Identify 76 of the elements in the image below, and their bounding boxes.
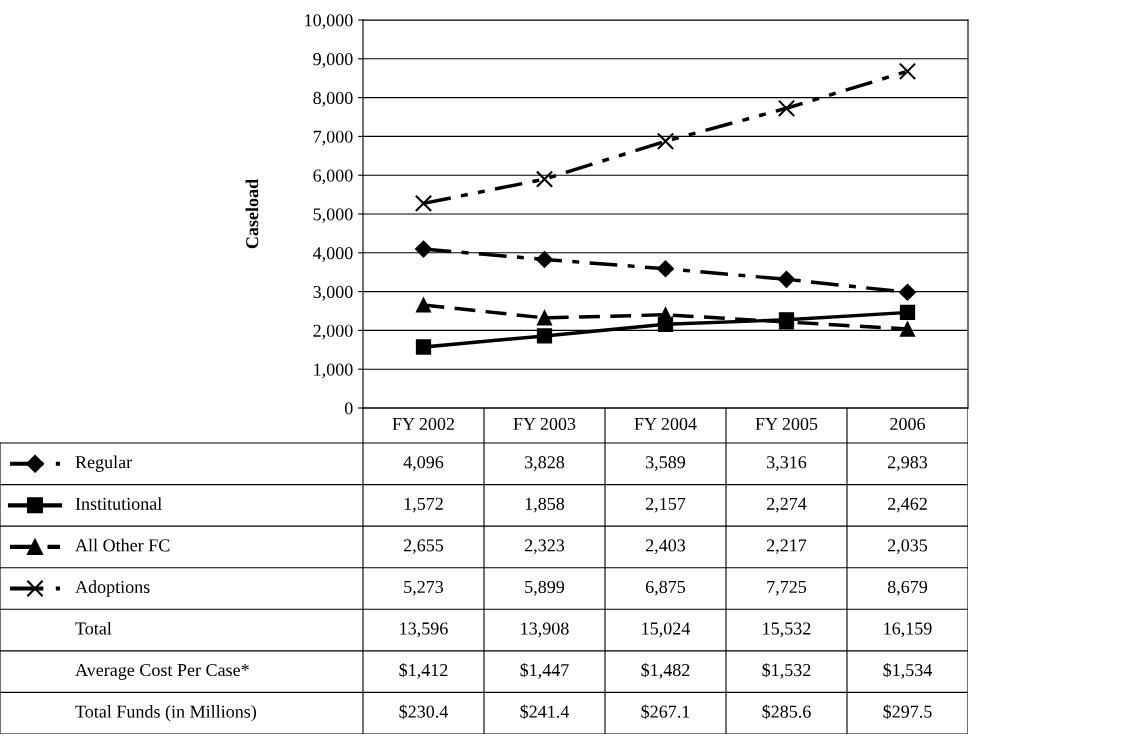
point bbox=[656, 260, 675, 278]
data-label: 2,157 bbox=[645, 497, 686, 513]
data-label: 2,035 bbox=[887, 539, 928, 555]
y-tick-label: 1,000 bbox=[314, 363, 353, 379]
data-label: 5,273 bbox=[404, 580, 444, 596]
text: $267.1 bbox=[641, 704, 690, 719]
text: Total bbox=[75, 621, 112, 635]
text: $241.4 bbox=[520, 704, 570, 719]
x-tick-label: FY 2005 bbox=[755, 417, 818, 431]
data-label: 5,899 bbox=[525, 580, 565, 596]
point bbox=[899, 321, 916, 337]
text: $1,412 bbox=[399, 662, 448, 679]
point bbox=[535, 250, 554, 269]
y-tick-label: 3,000 bbox=[313, 285, 353, 301]
data-label: 2,462 bbox=[887, 497, 927, 513]
data-label: 3,316 bbox=[767, 456, 807, 471]
y-tick-label: 5,000 bbox=[313, 208, 353, 224]
data-label: 2,323 bbox=[524, 539, 565, 555]
text: 13,596 bbox=[400, 622, 448, 638]
text: $285.6 bbox=[762, 704, 811, 719]
data-label: 3,589 bbox=[646, 456, 686, 471]
text: 16,159 bbox=[884, 622, 932, 638]
data-label: 7,725 bbox=[767, 580, 807, 596]
text: $297.5 bbox=[883, 704, 932, 719]
data-label: 6,875 bbox=[645, 580, 686, 596]
y-tick-label: 7,000 bbox=[313, 130, 353, 146]
data-label: 3,828 bbox=[525, 456, 565, 471]
y-tick-label: 10,000 bbox=[305, 14, 353, 30]
y-tick-label: 4,000 bbox=[313, 247, 353, 262]
y-tick-label: 6,000 bbox=[313, 169, 353, 185]
data-label: 2,217 bbox=[766, 539, 807, 555]
text: $1,482 bbox=[641, 662, 690, 679]
text: Total Funds (in Millions) bbox=[75, 705, 257, 722]
point bbox=[536, 328, 553, 344]
data-label: 2,403 bbox=[645, 539, 686, 555]
point bbox=[536, 310, 553, 326]
legend-label: All Other FC bbox=[75, 538, 170, 552]
text: $1,447 bbox=[520, 662, 569, 679]
y-tick-label: 0 bbox=[344, 402, 353, 415]
point bbox=[777, 270, 796, 288]
y-tick-label: 2,000 bbox=[313, 324, 353, 340]
point bbox=[656, 132, 675, 150]
data-label: 1,858 bbox=[525, 497, 565, 513]
text: 13,908 bbox=[521, 622, 569, 638]
point bbox=[414, 240, 433, 258]
data-label: 8,679 bbox=[887, 580, 928, 596]
data-label: 2,274 bbox=[766, 497, 807, 513]
point bbox=[898, 283, 917, 301]
point bbox=[657, 307, 674, 323]
text: Average Cost Per Case* bbox=[75, 663, 249, 680]
text: $1,532 bbox=[762, 662, 811, 679]
y-tick-label: 8,000 bbox=[313, 91, 353, 107]
text: $230.4 bbox=[399, 704, 449, 719]
data-label: 4,096 bbox=[403, 456, 444, 471]
text: 15,024 bbox=[642, 622, 691, 638]
point bbox=[415, 297, 432, 313]
y-axis-title: Caseload bbox=[245, 179, 259, 249]
data-label: 2,655 bbox=[403, 539, 444, 555]
x-tick-label: FY 2004 bbox=[634, 417, 697, 431]
text: $1,534 bbox=[883, 662, 933, 679]
point bbox=[414, 194, 433, 213]
legend-label: Institutional bbox=[75, 497, 162, 510]
data-label: 1,572 bbox=[404, 497, 443, 513]
point bbox=[898, 62, 917, 80]
legend-label: Regular bbox=[75, 455, 132, 472]
point bbox=[415, 339, 432, 355]
x-tick-label: 2006 bbox=[890, 417, 926, 431]
data-label: 2,983 bbox=[887, 456, 928, 471]
point bbox=[535, 170, 554, 188]
text: 15,532 bbox=[763, 622, 811, 638]
point bbox=[899, 304, 916, 321]
x-tick-label: FY 2003 bbox=[513, 417, 576, 431]
x-tick-label: FY 2002 bbox=[392, 417, 455, 431]
y-tick-label: 9,000 bbox=[313, 53, 353, 68]
point bbox=[777, 99, 796, 117]
legend-label: Adoptions bbox=[75, 580, 150, 597]
